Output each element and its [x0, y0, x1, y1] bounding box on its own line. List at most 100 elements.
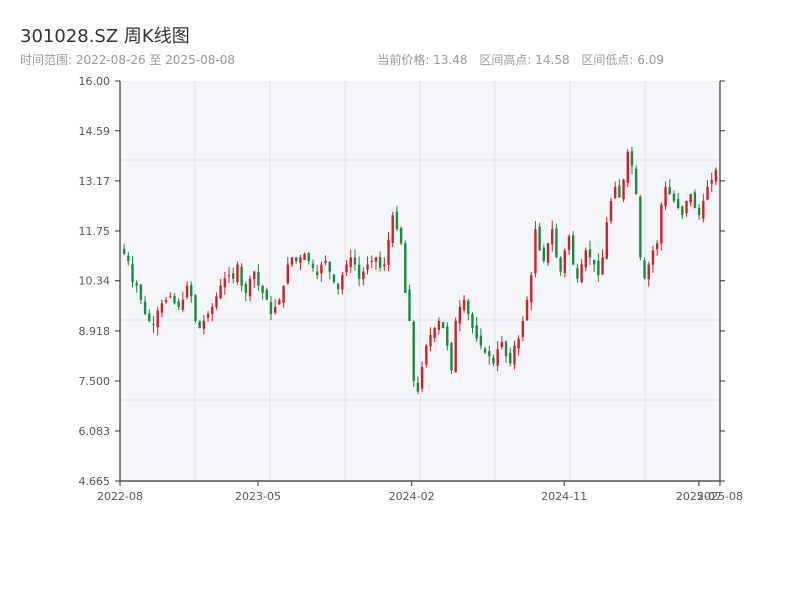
- candle-body: [651, 250, 655, 265]
- candle-body: [391, 215, 394, 243]
- candle-body: [286, 264, 289, 284]
- candle-body: [273, 306, 277, 313]
- candle-body: [198, 321, 201, 329]
- candle-body: [420, 366, 424, 389]
- candle-body: [315, 271, 319, 276]
- candle-body: [164, 299, 168, 303]
- y-tick-label: 7.500: [79, 375, 111, 388]
- candle-body: [383, 264, 386, 267]
- candle-body: [509, 352, 512, 364]
- candle-body: [265, 289, 269, 300]
- candle-body: [395, 211, 399, 230]
- candle-body: [366, 264, 369, 270]
- x-tick-label: 2022-08: [97, 490, 143, 503]
- candle-body: [462, 299, 466, 311]
- x-tick-label: 2024-11: [541, 490, 587, 503]
- candle-body: [227, 275, 231, 277]
- y-tick-label: 11.75: [79, 225, 111, 238]
- candle-body: [244, 284, 248, 293]
- candle-body: [320, 264, 323, 274]
- candle-body: [328, 261, 331, 272]
- candle-body: [584, 250, 587, 268]
- candle-body: [475, 325, 478, 339]
- y-tick-label: 14.59: [79, 125, 111, 138]
- candle-body: [479, 335, 483, 346]
- candle-body: [370, 260, 373, 262]
- candle-body: [336, 283, 340, 290]
- candle-body: [412, 321, 415, 381]
- candle-body: [387, 239, 390, 265]
- candle-body: [362, 271, 365, 280]
- y-tick-label: 13.17: [79, 175, 111, 188]
- candle-body: [500, 342, 504, 348]
- candle-body: [278, 299, 281, 305]
- candle-body: [433, 328, 436, 339]
- y-tick-label: 4.665: [79, 475, 111, 488]
- candle-body: [689, 193, 692, 203]
- candle-body: [299, 257, 302, 263]
- candle-body: [311, 263, 315, 269]
- candle-body: [672, 193, 676, 201]
- candle-body: [429, 335, 432, 347]
- candle-body: [492, 357, 495, 364]
- candle-body: [345, 264, 348, 273]
- x-tick-label: 2025-07: [676, 490, 722, 503]
- candle-body: [647, 264, 650, 280]
- candle-body: [332, 274, 336, 283]
- candle-body: [546, 243, 550, 263]
- candle-body: [303, 253, 306, 261]
- candle-body: [416, 382, 420, 392]
- candle-body: [471, 313, 474, 329]
- candle-body: [232, 273, 235, 279]
- candle-body: [597, 261, 600, 276]
- candle-body: [269, 302, 273, 314]
- candle-body: [202, 320, 206, 329]
- candle-body: [676, 199, 680, 209]
- candle-body: [399, 227, 403, 244]
- candle-body: [685, 200, 688, 214]
- range-low: 区间低点: 6.09: [581, 53, 664, 67]
- candle-body: [324, 260, 327, 263]
- candle-body: [185, 285, 189, 298]
- candle-body: [211, 306, 214, 314]
- candle-body: [173, 295, 176, 304]
- candle-body: [580, 264, 583, 283]
- candle-body: [458, 306, 462, 324]
- candle-body: [282, 285, 285, 303]
- candle-body: [156, 310, 159, 328]
- candle-body: [139, 284, 143, 300]
- candle-body: [706, 186, 709, 200]
- current-price: 当前价格: 13.48: [377, 53, 468, 67]
- candle-body: [131, 263, 134, 283]
- candle-body: [357, 264, 361, 279]
- candle-body: [488, 351, 491, 357]
- candle-body: [223, 278, 227, 288]
- candle-body: [660, 204, 663, 244]
- candle-body: [240, 266, 243, 286]
- candle-body: [190, 284, 193, 297]
- chart-title: 301028.SZ 周K线图: [20, 26, 190, 47]
- candle-body: [122, 248, 126, 254]
- date-range-text: 时间范围: 2022-08-26 至 2025-08-08: [20, 53, 235, 67]
- candle-body: [148, 313, 151, 321]
- candle-body: [513, 345, 516, 365]
- candle-body: [693, 192, 697, 209]
- candle-body: [588, 249, 592, 258]
- candle-body: [496, 349, 499, 366]
- candle-body: [626, 151, 629, 183]
- candle-body: [169, 296, 172, 298]
- candle-body: [349, 257, 352, 268]
- candle-body: [307, 253, 310, 261]
- candle-body: [404, 243, 407, 293]
- candle-body: [567, 236, 571, 250]
- candle-body: [534, 229, 537, 274]
- candle-body: [525, 299, 529, 321]
- candle-body: [236, 264, 239, 282]
- candle-body: [441, 322, 445, 329]
- candle-body: [530, 275, 533, 303]
- candle-body: [664, 186, 667, 207]
- candle-body: [408, 289, 411, 321]
- candle-body: [681, 206, 684, 216]
- range-high: 区间高点: 14.58: [479, 53, 570, 67]
- candle-body: [177, 301, 180, 307]
